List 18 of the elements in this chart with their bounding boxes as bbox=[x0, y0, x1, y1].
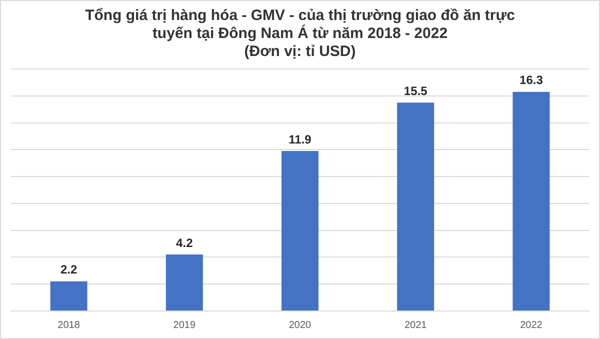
x-tick-label: 2019 bbox=[173, 320, 196, 331]
x-tick-label: 2021 bbox=[404, 320, 428, 331]
bar bbox=[397, 102, 434, 310]
data-label: 15.5 bbox=[404, 84, 428, 98]
data-label: 2.2 bbox=[60, 262, 78, 277]
bar bbox=[512, 92, 550, 310]
data-label: 11.9 bbox=[288, 132, 312, 146]
text: (Đơn vị: tỉ USD) bbox=[244, 43, 356, 60]
text: tuyến tại Đông Nam Á từ năm 2018 - 2022 bbox=[152, 25, 448, 42]
bar bbox=[282, 151, 318, 310]
bar bbox=[50, 281, 88, 310]
data-label: 16.3 bbox=[520, 73, 544, 88]
x-tick-label: 2018 bbox=[58, 320, 80, 331]
bar bbox=[166, 254, 203, 310]
x-tick-label: 2022 bbox=[520, 320, 543, 331]
data-label: 4.2 bbox=[176, 236, 194, 250]
text: Tổng giá trị hàng hóa - GMV - của thị trường giao đồ ăn trực bbox=[85, 7, 515, 24]
x-tick-label: 2020 bbox=[288, 320, 312, 331]
